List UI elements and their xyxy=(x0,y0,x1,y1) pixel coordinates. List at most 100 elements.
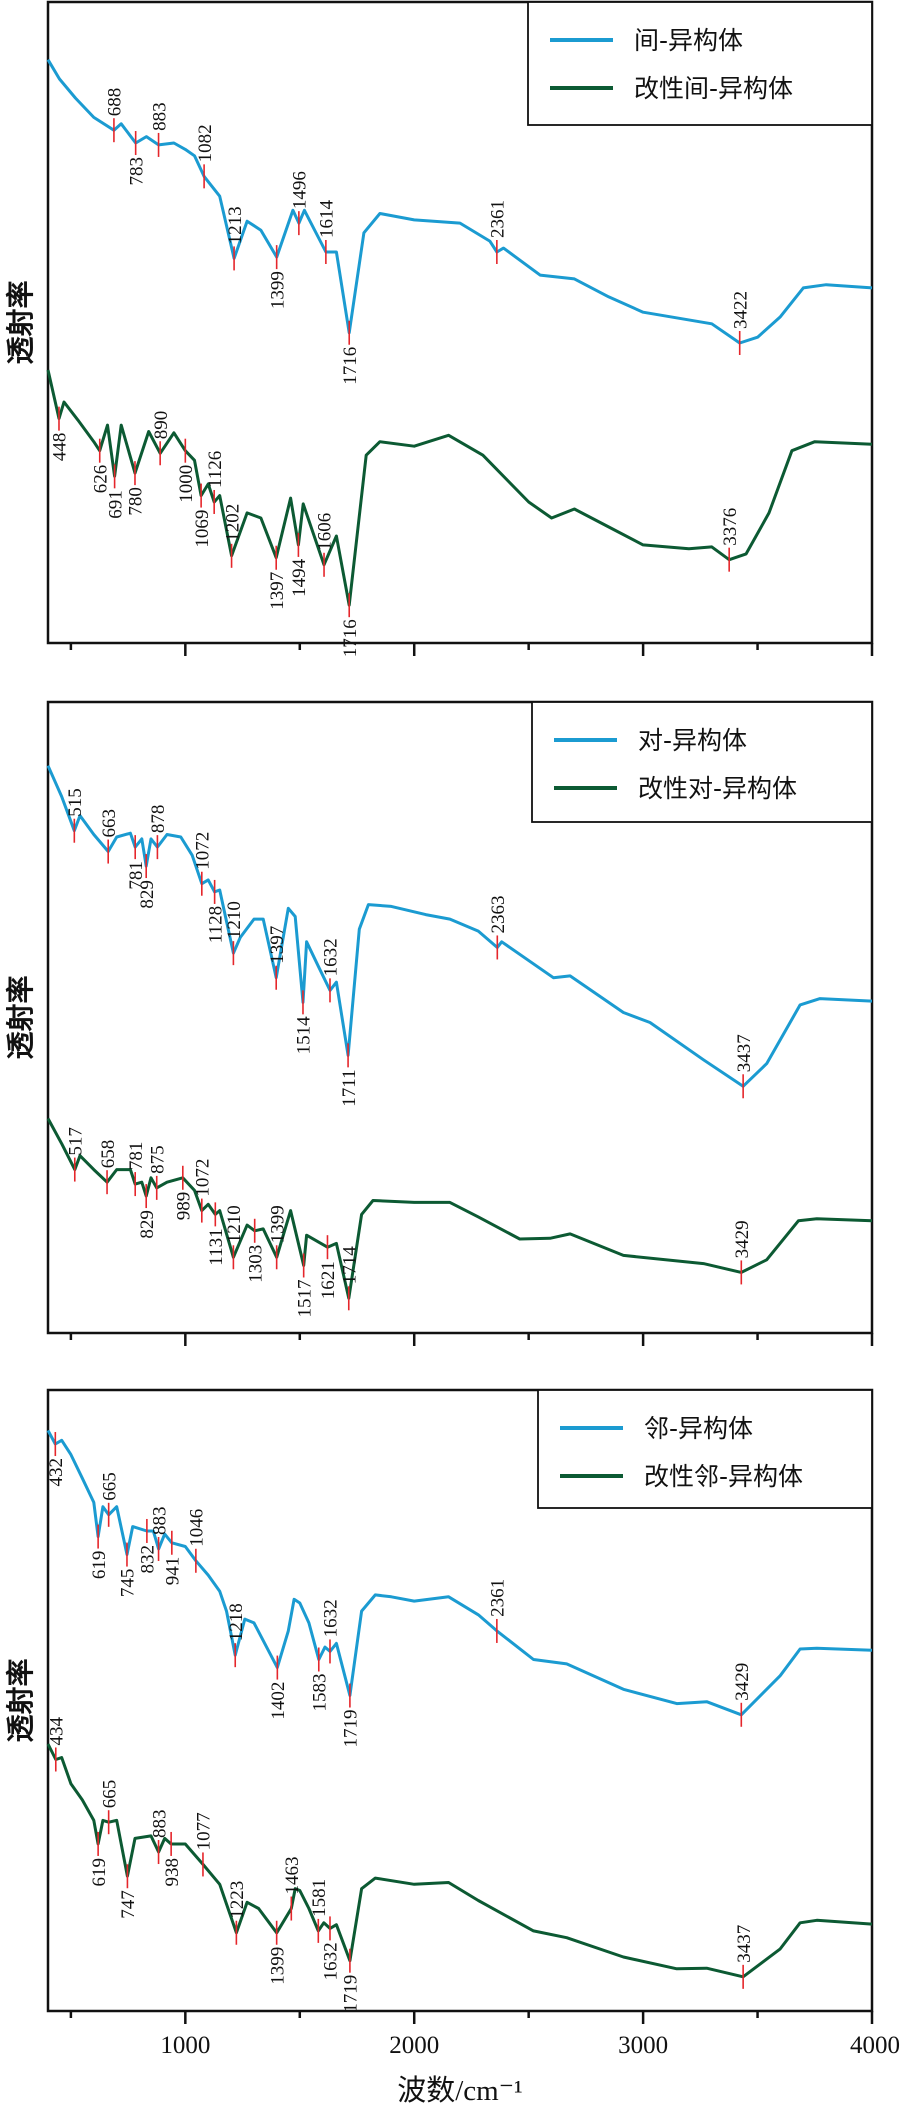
peak-label: 3429 xyxy=(732,1220,753,1258)
peak-label: 1614 xyxy=(317,200,338,239)
x-tick-label: 3000 xyxy=(618,2032,668,2059)
peak-label: 989 xyxy=(173,1192,194,1221)
peak-label: 878 xyxy=(148,805,169,834)
peak-label: 1046 xyxy=(187,1509,208,1547)
spectrum-line-original xyxy=(46,58,873,345)
spectrum-line-original xyxy=(46,1429,873,1717)
peak-label: 688 xyxy=(105,88,126,117)
peak-label: 1606 xyxy=(315,513,336,551)
peak-label: 1303 xyxy=(245,1245,266,1283)
peak-label: 1714 xyxy=(339,1246,360,1285)
peak-label: 1210 xyxy=(224,901,245,939)
legend-box xyxy=(531,701,873,823)
peak-label: 783 xyxy=(126,157,147,186)
peak-label: 1719 xyxy=(341,1975,362,2013)
peak-label: 619 xyxy=(89,1551,110,1580)
peak-label: 875 xyxy=(147,1145,168,1174)
peak-label: 1463 xyxy=(282,1857,303,1895)
peak-label: 1399 xyxy=(267,271,288,309)
peak-label: 883 xyxy=(149,102,170,131)
peak-label: 1496 xyxy=(290,171,311,209)
peak-label: 1402 xyxy=(268,1682,289,1720)
x-tick-label: 4000 xyxy=(850,2032,900,2059)
peak-label: 619 xyxy=(89,1858,110,1887)
peak-label: 1077 xyxy=(194,1812,215,1850)
peak-label: 691 xyxy=(105,490,126,519)
peak-label: 3429 xyxy=(732,1663,753,1701)
peak-label: 2363 xyxy=(488,896,509,934)
peak-label: 1397 xyxy=(267,572,288,610)
peak-label: 3437 xyxy=(734,1034,755,1072)
peak-label: 745 xyxy=(118,1569,139,1598)
peak-label: 448 xyxy=(50,433,71,462)
peak-label: 1632 xyxy=(321,1599,342,1637)
peak-label: 1632 xyxy=(321,938,342,976)
y-axis-label: 透射率 xyxy=(4,1658,37,1742)
peak-label: 1711 xyxy=(339,1069,360,1106)
peak-label: 1716 xyxy=(340,347,361,385)
peak-label: 890 xyxy=(151,411,172,440)
peak-label: 1399 xyxy=(267,1947,288,1985)
peak-label: 1517 xyxy=(294,1280,315,1318)
legend-entry: 改性对-异构体 xyxy=(638,774,797,803)
peak-label: 1210 xyxy=(224,1205,245,1243)
peak-label: 1072 xyxy=(192,832,213,870)
peak-label: 665 xyxy=(99,1780,120,1809)
legend-entry: 改性间-异构体 xyxy=(634,74,793,103)
peak-label: 432 xyxy=(46,1458,67,1487)
peak-label: 781 xyxy=(126,861,147,890)
legend-entry: 邻-异构体 xyxy=(644,1414,753,1443)
peak-label: 1126 xyxy=(205,451,226,488)
peak-label: 780 xyxy=(126,487,147,515)
spectrum-line-modified xyxy=(46,1117,873,1300)
peak-label: 2361 xyxy=(488,1579,509,1617)
peak-label: 1494 xyxy=(289,558,310,597)
peak-label: 663 xyxy=(99,809,120,838)
peak-label: 2361 xyxy=(488,200,509,238)
peak-label: 1131 xyxy=(206,1228,227,1265)
peak-label: 517 xyxy=(65,1127,86,1156)
peak-label: 626 xyxy=(90,465,111,494)
peak-label: 1218 xyxy=(226,1603,247,1641)
peak-label: 941 xyxy=(162,1557,183,1586)
x-tick-label: 2000 xyxy=(389,2032,439,2059)
peak-label: 1716 xyxy=(340,619,361,657)
x-tick-label: 1000 xyxy=(160,2032,210,2059)
legend-box xyxy=(537,1389,873,1509)
peak-label: 1072 xyxy=(192,1159,213,1197)
peak-label: 3437 xyxy=(734,1925,755,1963)
peak-label: 3422 xyxy=(730,291,751,329)
peak-label: 665 xyxy=(99,1472,120,1501)
peak-label: 1202 xyxy=(222,504,243,542)
peak-label: 658 xyxy=(98,1140,119,1169)
legend-entry: 改性邻-异构体 xyxy=(644,1462,803,1491)
spectrum-line-original xyxy=(46,765,873,1088)
peak-label: 1128 xyxy=(205,906,226,943)
peak-label: 1514 xyxy=(294,1016,315,1055)
peak-label: 1397 xyxy=(267,926,288,964)
legend-box xyxy=(527,1,873,126)
legend-entry: 对-异构体 xyxy=(638,726,747,755)
spectrum-panel-2: 透射率5156637818298781072112812101397151416… xyxy=(4,700,874,1346)
peak-label: 515 xyxy=(65,788,86,817)
plot-frame xyxy=(46,0,874,645)
peak-label: 781 xyxy=(126,1142,147,1171)
peak-label: 1581 xyxy=(309,1879,330,1917)
peak-label: 832 xyxy=(138,1545,159,1574)
plot-frame xyxy=(46,700,874,1335)
peak-label: 1621 xyxy=(318,1261,339,1299)
peak-label: 747 xyxy=(118,1890,139,1919)
x-axis-title: 波数/cm⁻¹ xyxy=(397,2074,523,2107)
peak-label: 829 xyxy=(137,880,158,909)
legend-entry: 间-异构体 xyxy=(634,26,743,55)
peak-label: 1399 xyxy=(267,1205,288,1243)
plot-frame xyxy=(46,1388,874,2013)
spectrum-panel-1: 透射率 688 783 883 1082 1213 1399 1496 1614 1716 2361… xyxy=(4,0,874,657)
spectrum-line-modified xyxy=(46,369,873,607)
